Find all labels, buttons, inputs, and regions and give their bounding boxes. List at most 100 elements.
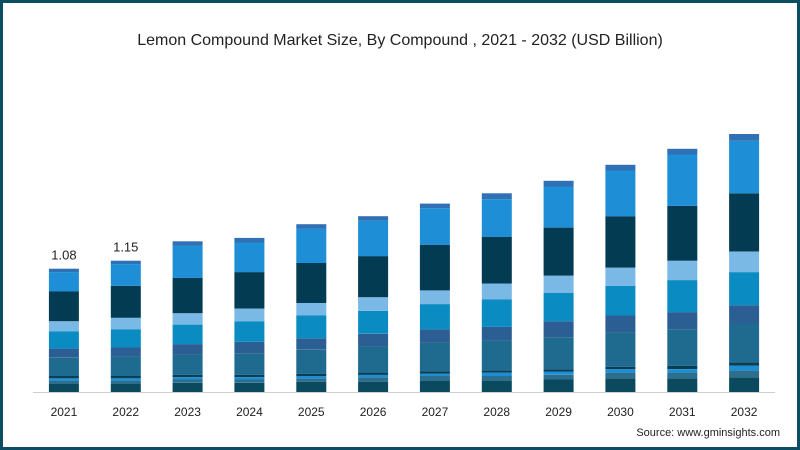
bar-segment-2031-9 (667, 205, 698, 261)
bar-segment-2021-8 (48, 321, 79, 332)
bar-segment-2024-10 (234, 242, 265, 273)
bar-segment-2029-2 (543, 374, 574, 380)
x-tick-label: 2032 (731, 405, 758, 419)
bar-segment-2024-11 (234, 237, 265, 243)
bar-segment-2031-4 (667, 365, 698, 370)
bar-segment-2027-1 (419, 380, 450, 392)
bar-segment-2022-2 (110, 380, 141, 384)
bar-segment-2026-9 (358, 256, 389, 298)
bar-segment-2021-4 (48, 376, 79, 379)
bar-segment-2030-7 (605, 285, 636, 316)
bar-segment-2028-8 (481, 283, 512, 300)
bar-segment-2032-11 (729, 134, 760, 141)
bar-segment-2026-11 (358, 216, 389, 221)
bar-segment-2031-5 (667, 329, 698, 366)
bar-segment-2027-9 (419, 244, 450, 291)
bar-segment-2027-3 (419, 373, 450, 376)
bar-segment-2027-4 (419, 371, 450, 374)
bar-segment-2026-1 (358, 381, 389, 392)
bar-segment-2032-6 (729, 305, 760, 324)
bar-segment-2029-10 (543, 186, 574, 228)
bar-segment-2021-7 (48, 331, 79, 349)
chart-title: Lemon Compound Market Size, By Compound … (137, 32, 663, 49)
bar-segment-2026-6 (358, 333, 389, 347)
bar-segment-2021-10 (48, 272, 79, 292)
bar-segment-2032-4 (729, 362, 760, 366)
bar-segment-2021-11 (48, 268, 79, 273)
bar-segment-2030-4 (605, 366, 636, 370)
bar-segment-2024-4 (234, 374, 265, 378)
source-note: Source: www.gminsights.com (636, 427, 780, 439)
bar-segment-2022-4 (110, 376, 141, 379)
bar-segment-2029-3 (543, 371, 574, 375)
bar-segment-2031-6 (667, 312, 698, 330)
bar-segment-2031-7 (667, 280, 698, 313)
bar-segment-2026-5 (358, 346, 389, 373)
bar-segment-2023-10 (172, 245, 203, 278)
bar-segment-2022-3 (110, 378, 141, 381)
bar-segment-2028-10 (481, 199, 512, 237)
bar-segment-2022-11 (110, 260, 141, 265)
bar-segment-2024-5 (234, 353, 265, 375)
bar-segment-2029-6 (543, 321, 574, 338)
bar-segment-2026-8 (358, 297, 389, 311)
bar-segment-2024-1 (234, 382, 265, 392)
bar-segment-2023-2 (172, 379, 203, 383)
bar-segment-2030-9 (605, 216, 636, 268)
x-tick-label: 2031 (669, 405, 696, 419)
bar-segment-2023-4 (172, 374, 203, 378)
x-tick-label: 2030 (607, 405, 634, 419)
bar-segment-2031-11 (667, 148, 698, 155)
bar-segment-2031-10 (667, 154, 698, 206)
bar-segment-2021-5 (48, 357, 79, 377)
x-axis-ticks: 2021 2022 2023 2024 2025 2026 2027 2028 2029 2030… (51, 405, 758, 419)
bar-segment-2026-4 (358, 372, 389, 375)
bar-segment-2029-8 (543, 275, 574, 293)
x-tick-label: 2021 (51, 405, 78, 419)
bar-segment-2023-11 (172, 241, 203, 246)
bar-segment-2021-2 (48, 380, 79, 384)
bar-segment-2022-8 (110, 317, 141, 330)
bar-segment-2028-11 (481, 193, 512, 199)
bar-segment-2028-5 (481, 340, 512, 371)
bar-segment-2027-6 (419, 329, 450, 343)
bar-segment-2029-1 (543, 379, 574, 392)
x-tick-label: 2024 (236, 405, 263, 419)
bar-segment-2032-10 (729, 140, 760, 194)
x-tick-label: 2027 (422, 405, 449, 419)
bar-segment-2023-8 (172, 313, 203, 325)
bar-segment-2030-11 (605, 164, 636, 171)
bar-segment-2032-9 (729, 193, 760, 252)
bar-segment-2023-5 (172, 354, 203, 375)
bar-segment-2028-9 (481, 236, 512, 284)
bar-segment-2031-2 (667, 372, 698, 379)
bar-segment-2021-9 (48, 291, 79, 322)
x-tick-label: 2026 (360, 405, 387, 419)
bar-segment-2026-2 (358, 377, 389, 382)
bar-segment-2023-9 (172, 277, 203, 314)
bar-segment-2023-7 (172, 324, 203, 344)
x-tick-label: 2028 (483, 405, 510, 419)
bar-segment-2029-9 (543, 227, 574, 276)
bar-segment-2024-8 (234, 308, 265, 322)
bar-segment-2027-2 (419, 376, 450, 381)
bar-segment-2025-3 (296, 376, 327, 379)
data-label-2021: 1.08 (51, 248, 76, 263)
bar-segment-2031-1 (667, 378, 698, 392)
bar-segment-2025-9 (296, 263, 327, 303)
bar-segment-2023-3 (172, 377, 203, 380)
bar-segment-2026-7 (358, 310, 389, 334)
bar-segment-2028-4 (481, 370, 512, 373)
bar-segment-2032-3 (729, 365, 760, 371)
bar-segment-2032-5 (729, 323, 760, 363)
bar-segment-2023-6 (172, 344, 203, 355)
bar-segment-2027-10 (419, 208, 450, 245)
bar-segment-2029-5 (543, 337, 574, 370)
bar-segment-2024-9 (234, 272, 265, 309)
bar-segment-2022-1 (110, 384, 141, 392)
bar-segment-2022-7 (110, 329, 141, 348)
x-tick-label: 2029 (545, 405, 572, 419)
bar-segment-2021-6 (48, 348, 79, 358)
bar-segment-2026-3 (358, 374, 389, 378)
